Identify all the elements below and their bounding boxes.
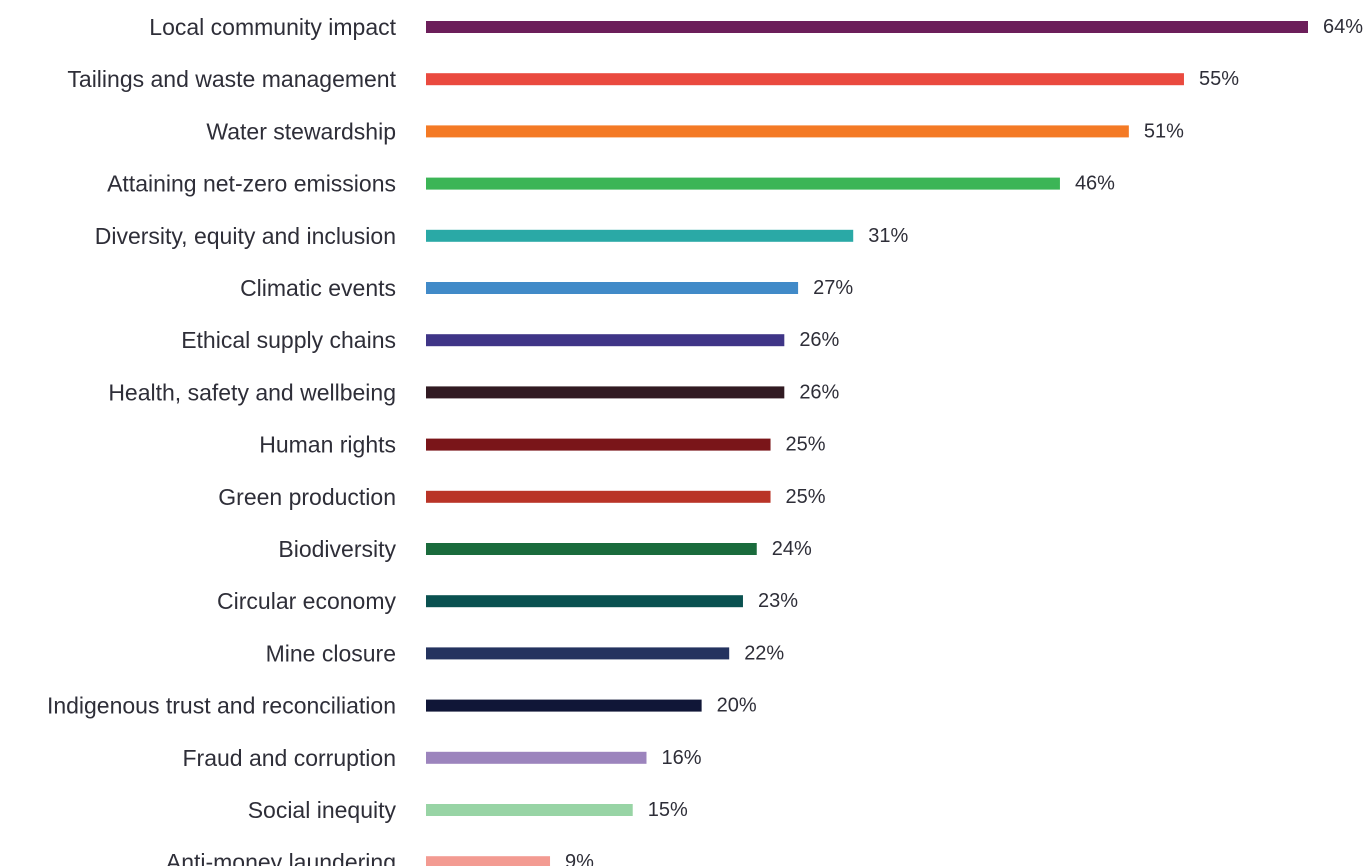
bar-indigenous-trust-and-reconciliation [426,699,702,712]
bar-biodiversity [426,543,757,555]
bar-fraud-and-corruption [426,751,647,764]
bar-anti-money-laundering [426,856,551,866]
category-label: Indigenous trust and reconciliation [47,693,396,719]
category-label: Fraud and corruption [182,745,396,771]
bar-row-indigenous-trust-and-reconciliation: Indigenous trust and reconciliation 20% [47,693,757,719]
value-label: 26% [799,329,839,351]
value-label: 25% [786,486,826,508]
value-label: 9% [565,851,594,866]
category-label: Tailings and waste management [67,66,396,92]
bar-row-circular-economy: Circular economy 23% [217,588,798,614]
bar-row-attaining-net-zero-emissions: Attaining net-zero emissions 46% [107,171,1115,197]
category-label: Ethical supply chains [181,327,396,353]
bar-circular-economy [426,595,743,608]
value-label: 46% [1075,173,1115,195]
category-label: Attaining net-zero emissions [107,171,396,197]
bar-local-community-impact [426,21,1308,33]
category-label: Mine closure [266,640,396,666]
bar-mine-closure [426,647,730,660]
bar-health-safety-and-wellbeing [426,386,785,399]
value-label: 15% [648,799,688,821]
bar-row-ethical-supply-chains: Ethical supply chains 26% [181,327,839,353]
value-label: 55% [1199,68,1239,90]
bar-diversity-equity-and-inclusion [426,229,854,242]
category-label: Health, safety and wellbeing [108,379,396,405]
value-label: 20% [717,695,757,717]
bar-row-biodiversity: Biodiversity 24% [278,536,812,562]
category-label: Water stewardship [206,118,396,144]
value-label: 22% [744,642,784,664]
bars-layer: Local community impact 64% Tailings and wa… [47,14,1363,866]
bar-attaining-net-zero-emissions [426,177,1060,190]
bar-row-local-community-impact: Local community impact 64% [149,14,1363,40]
bar-row-tailings-and-waste-management: Tailings and waste management 55% [67,66,1239,92]
bar-row-mine-closure: Mine closure 22% [266,640,785,666]
value-label: 64% [1323,16,1363,38]
value-label: 51% [1144,120,1184,142]
category-label: Social inequity [248,797,397,823]
bar-water-stewardship [426,125,1129,138]
value-label: 27% [813,277,853,299]
bar-ethical-supply-chains [426,334,785,347]
category-label: Circular economy [217,588,396,614]
bar-row-human-rights: Human rights 25% [259,432,826,458]
bar-row-social-inequity: Social inequity 15% [248,797,688,823]
value-label: 26% [799,381,839,403]
value-label: 31% [868,225,908,247]
bar-human-rights [426,438,771,451]
bar-row-diversity-equity-and-inclusion: Diversity, equity and inclusion 31% [95,223,909,249]
category-label: Local community impact [149,14,396,40]
category-label: Climatic events [240,275,396,301]
value-label: 16% [662,747,702,769]
bar-tailings-and-waste-management [426,73,1184,86]
bar-green-production [426,490,771,503]
bar-row-climatic-events: Climatic events 27% [240,275,853,301]
bar-row-health-safety-and-wellbeing: Health, safety and wellbeing 26% [108,379,839,405]
bar-climatic-events [426,282,799,294]
bar-row-water-stewardship: Water stewardship 51% [206,118,1184,144]
value-label: 25% [786,434,826,456]
category-label: Human rights [259,432,396,458]
category-label: Diversity, equity and inclusion [95,223,396,249]
value-label: 23% [758,590,798,612]
value-label: 24% [772,538,812,560]
category-label: Anti-money laundering [166,849,396,866]
bar-row-anti-money-laundering: Anti-money laundering 9% [166,849,594,866]
bar-social-inequity [426,804,633,816]
category-label: Green production [218,484,396,510]
category-label: Biodiversity [278,536,396,562]
bar-row-green-production: Green production 25% [218,484,826,510]
bar-row-fraud-and-corruption: Fraud and corruption 16% [182,745,701,771]
